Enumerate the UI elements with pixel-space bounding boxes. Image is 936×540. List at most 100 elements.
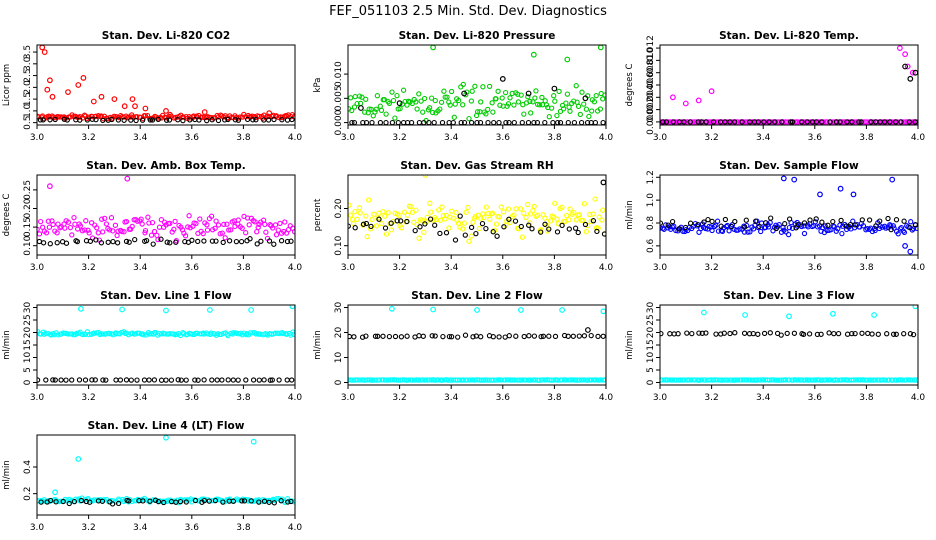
data-point bbox=[446, 225, 452, 231]
data-point bbox=[667, 331, 673, 337]
data-point bbox=[226, 227, 232, 233]
data-point bbox=[243, 377, 249, 383]
plot-area bbox=[37, 175, 295, 247]
data-point bbox=[75, 226, 81, 232]
data-point bbox=[255, 224, 261, 231]
data-point bbox=[201, 497, 208, 504]
data-point bbox=[506, 333, 512, 339]
data-point bbox=[167, 220, 173, 227]
data-point bbox=[366, 106, 372, 112]
data-point bbox=[275, 227, 281, 233]
data-point bbox=[105, 239, 111, 245]
data-point bbox=[215, 117, 222, 124]
data-point bbox=[755, 224, 761, 231]
data-point bbox=[69, 377, 75, 383]
plot-area bbox=[660, 45, 918, 125]
data-point bbox=[487, 216, 493, 222]
data-point bbox=[904, 63, 911, 70]
data-point bbox=[713, 222, 719, 228]
data-point bbox=[859, 217, 865, 223]
data-point bbox=[882, 119, 888, 125]
data-point bbox=[359, 334, 366, 340]
y-axis-label: ml/min bbox=[2, 330, 12, 360]
data-point bbox=[382, 213, 388, 219]
data-point bbox=[755, 119, 761, 125]
data-point bbox=[130, 114, 137, 120]
data-point bbox=[827, 119, 833, 125]
x-tick-label: 3.0 bbox=[30, 263, 45, 273]
data-point bbox=[493, 221, 500, 227]
data-point bbox=[452, 237, 459, 243]
data-point bbox=[404, 212, 411, 218]
data-point bbox=[515, 99, 522, 105]
data-point bbox=[511, 119, 517, 125]
data-point bbox=[566, 226, 572, 232]
data-point bbox=[525, 90, 532, 97]
data-point bbox=[682, 224, 689, 231]
data-point bbox=[372, 109, 378, 115]
data-point bbox=[560, 106, 567, 112]
data-point bbox=[412, 227, 418, 234]
panel-title: Stan. Dev. Li-820 Pressure bbox=[399, 30, 556, 42]
y-tick-label: 1.2 bbox=[646, 170, 656, 184]
data-point bbox=[90, 98, 97, 105]
data-point bbox=[109, 116, 115, 123]
data-point bbox=[462, 232, 468, 238]
data-point bbox=[722, 119, 728, 125]
data-point bbox=[243, 230, 249, 236]
data-point bbox=[835, 226, 841, 232]
data-point bbox=[423, 377, 429, 383]
y-tick-label: 3.5 bbox=[23, 45, 33, 59]
data-point bbox=[109, 501, 116, 507]
y-tick-label: 25 bbox=[23, 314, 33, 325]
data-point bbox=[146, 377, 152, 383]
x-tick-label: 3.4 bbox=[756, 133, 771, 143]
data-point bbox=[721, 330, 727, 336]
data-point bbox=[576, 377, 582, 383]
data-point bbox=[600, 333, 606, 339]
data-point bbox=[546, 226, 552, 232]
data-point bbox=[506, 216, 512, 222]
data-point bbox=[469, 88, 475, 94]
data-point bbox=[373, 377, 379, 383]
data-point bbox=[354, 377, 360, 383]
data-point bbox=[531, 203, 537, 210]
data-point bbox=[204, 222, 210, 228]
data-point bbox=[247, 236, 253, 242]
data-point bbox=[43, 230, 50, 236]
data-point bbox=[437, 230, 443, 237]
x-tick-label: 3.6 bbox=[185, 393, 200, 403]
series-secondary bbox=[660, 63, 918, 125]
data-point bbox=[46, 224, 53, 230]
x-tick-label: 3.6 bbox=[808, 263, 823, 273]
data-point bbox=[156, 224, 163, 230]
data-point bbox=[203, 114, 210, 121]
data-point bbox=[695, 97, 702, 104]
data-point bbox=[143, 237, 150, 244]
data-point bbox=[572, 225, 579, 231]
data-point bbox=[602, 92, 606, 98]
data-point bbox=[364, 233, 370, 240]
data-point bbox=[450, 215, 456, 221]
data-point bbox=[395, 377, 402, 383]
data-point bbox=[368, 106, 374, 112]
data-point bbox=[288, 498, 294, 505]
data-point bbox=[99, 498, 106, 504]
y-tick-label: 30 bbox=[646, 302, 656, 314]
data-point bbox=[357, 210, 363, 216]
x-tick-label: 3.0 bbox=[30, 393, 45, 403]
data-point bbox=[563, 100, 569, 106]
data-point bbox=[711, 223, 718, 230]
data-point bbox=[468, 119, 475, 125]
data-point bbox=[475, 212, 481, 218]
x-tick-label: 3.8 bbox=[236, 393, 251, 403]
data-point bbox=[887, 119, 893, 125]
x-tick-label: 3.2 bbox=[704, 393, 718, 403]
data-point bbox=[494, 233, 500, 239]
data-point bbox=[496, 214, 503, 220]
data-point bbox=[571, 119, 578, 125]
data-point bbox=[865, 330, 871, 337]
data-point bbox=[389, 89, 395, 95]
data-point bbox=[788, 119, 794, 125]
data-point bbox=[121, 229, 127, 235]
